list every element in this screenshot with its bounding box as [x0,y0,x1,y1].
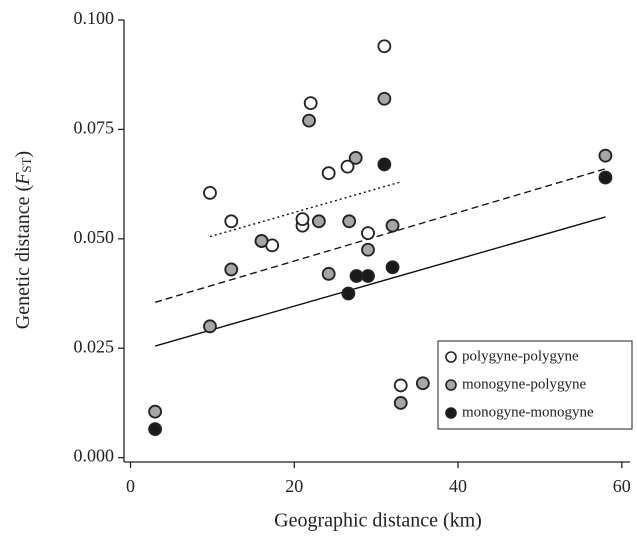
x-tick-label: 0 [126,476,135,496]
legend-marker [445,407,457,419]
point [311,214,326,229]
point [341,286,356,301]
point [321,266,336,281]
point [385,260,400,275]
point [295,212,310,227]
point [377,157,392,172]
point [393,396,408,410]
y-title-text: ) [12,151,34,158]
point [377,91,392,106]
y-tick-label: 0.075 [74,118,115,138]
point [598,170,613,185]
y-title-symbol: F [12,172,34,186]
point [224,214,239,229]
y-title-subscript: ST [19,157,34,172]
point [224,262,239,277]
point [342,214,357,229]
point [340,159,355,174]
point [321,166,336,181]
legend-label: monogyne-monogyne [462,404,594,420]
point [148,422,163,437]
legend-marker [445,379,457,391]
point [393,378,408,393]
x-tick-label: 40 [449,476,467,496]
y-tick-label: 0.100 [74,8,115,28]
point [303,96,318,111]
y-title-text: Genetic distance ( [12,185,34,330]
legend-marker [445,351,457,363]
fit-line [154,216,606,347]
point [598,148,613,163]
point [148,404,163,419]
y-tick-label: 0.000 [74,446,115,466]
y-axis-title: Genetic distance (FST) [12,151,34,329]
fit-line [154,168,606,303]
legend-label: polygyne-polygyne [462,348,579,364]
point [361,242,375,257]
point [254,234,269,248]
legend-label: monogyne-polygyne [462,376,586,392]
point [361,269,375,283]
point [348,150,363,165]
point [203,319,217,334]
x-axis-title: Geographic distance (km) [274,510,482,532]
point [377,39,392,54]
point [302,113,316,128]
point [415,376,430,391]
legend-box [437,340,633,430]
point [203,185,217,200]
x-tick-label: 20 [285,476,303,496]
y-tick-label: 0.025 [74,336,115,356]
fit-line [209,181,401,238]
point [349,269,364,283]
point [385,218,400,233]
x-tick-label: 60 [613,476,631,496]
point [361,226,375,241]
y-tick-label: 0.050 [74,227,115,247]
